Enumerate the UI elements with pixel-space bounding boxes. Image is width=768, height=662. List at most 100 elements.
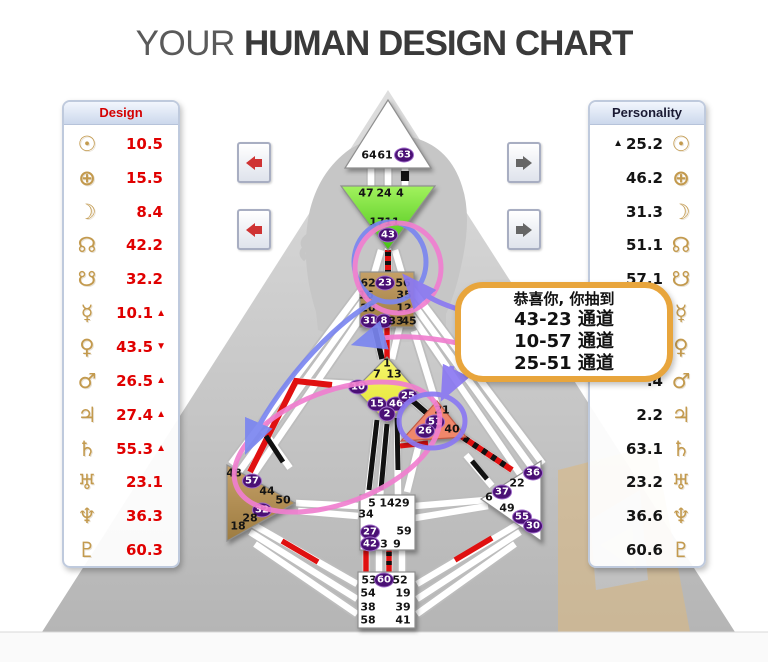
gate-62: 62 bbox=[360, 276, 376, 290]
channel-outlines bbox=[226, 166, 548, 619]
planet-row-north-node: ☊ 42.2 bbox=[64, 229, 178, 263]
gate-48: 48 bbox=[226, 466, 242, 480]
moon-icon: ☽ bbox=[671, 199, 691, 224]
solar-plexus-center bbox=[479, 459, 542, 543]
gate-3: 3 bbox=[380, 537, 388, 551]
design-arrow-button-1[interactable] bbox=[237, 142, 271, 183]
circle-10-57-pink bbox=[231, 379, 443, 515]
mercury-retrograde-mark: ▲ bbox=[156, 307, 166, 319]
callout-channel-2: 10-57 通道 bbox=[514, 331, 614, 352]
neptune-icon: ♆ bbox=[671, 504, 691, 529]
congrats-callout: 恭喜你, 你抽到 43-23 通道 10-57 通道 25-51 通道 bbox=[455, 282, 673, 382]
saturn-value: 55.3 bbox=[116, 439, 154, 458]
gate-24: 24 bbox=[376, 186, 392, 200]
title-prefix: YOUR bbox=[135, 24, 236, 63]
gate-10: 10 bbox=[348, 379, 368, 395]
gate-19: 19 bbox=[395, 586, 411, 600]
planet-row-pluto: ♇ 60.3 bbox=[64, 533, 178, 567]
venus-value: 43.5 bbox=[116, 337, 154, 356]
neptune-value: 36.3 bbox=[125, 507, 163, 526]
gate-42: 42 bbox=[360, 536, 380, 552]
gate-64: 64 bbox=[361, 148, 377, 162]
sun-icon: ☉ bbox=[77, 131, 97, 156]
gate-52: 52 bbox=[392, 573, 408, 587]
gate-23: 23 bbox=[375, 275, 395, 291]
gate-50: 50 bbox=[275, 493, 291, 507]
pluto-icon: ♇ bbox=[77, 538, 97, 563]
gate-33: 33 bbox=[388, 314, 404, 328]
planet-row-neptune: ♆ 36.3 bbox=[64, 499, 178, 533]
planet-row-earth: 46.2 ⊕ bbox=[590, 161, 704, 195]
head-center bbox=[343, 98, 433, 169]
planet-row-south-node: ☋ 32.2 bbox=[64, 262, 178, 296]
personality-arrow-button-1[interactable] bbox=[507, 142, 541, 183]
north-node-icon: ☊ bbox=[671, 233, 691, 258]
head-silhouette bbox=[305, 135, 467, 343]
earth-value: 46.2 bbox=[625, 168, 663, 187]
uranus-value: 23.2 bbox=[625, 473, 663, 492]
gate-30: 30 bbox=[523, 518, 543, 534]
gate-12: 12 bbox=[396, 301, 412, 315]
gate-60: 60 bbox=[374, 572, 394, 588]
planet-row-uranus: ♅ 23.1 bbox=[64, 465, 178, 499]
planet-row-moon: ☽ 8.4 bbox=[64, 195, 178, 229]
south-node-icon: ☋ bbox=[671, 267, 691, 292]
saturn-icon: ♄ bbox=[671, 436, 691, 461]
gate-26: 26 bbox=[415, 423, 435, 439]
gate-61: 61 bbox=[377, 148, 393, 162]
personality-panel-header: Personality bbox=[590, 102, 704, 125]
planet-row-mercury: ☿ 10.1 ▲ bbox=[64, 296, 178, 330]
mercury-value: 10.1 bbox=[116, 304, 154, 323]
arrow-to-spleen bbox=[245, 297, 379, 455]
planet-row-sun: ▲ 25.2 ☉ bbox=[590, 127, 704, 161]
moon-value: 8.4 bbox=[136, 202, 163, 221]
gate-36: 36 bbox=[523, 465, 543, 481]
venus-retrograde-mark: ▼ bbox=[156, 341, 166, 353]
gate-35: 35 bbox=[396, 288, 412, 302]
gate-56: 56 bbox=[395, 276, 411, 290]
title-main: HUMAN DESIGN CHART bbox=[243, 24, 633, 63]
ajna-center bbox=[339, 185, 437, 252]
planet-row-saturn: 63.1 ♄ bbox=[590, 432, 704, 466]
north-node-icon: ☊ bbox=[77, 233, 97, 258]
gate-2: 2 bbox=[378, 406, 396, 422]
planet-row-moon: 31.3 ☽ bbox=[590, 195, 704, 229]
earth-icon: ⊕ bbox=[672, 165, 690, 190]
face-profile bbox=[299, 233, 311, 262]
planet-row-sun: ☉ 10.5 bbox=[64, 127, 178, 161]
planet-row-earth: ⊕ 15.5 bbox=[64, 161, 178, 195]
design-arrow-button-2[interactable] bbox=[237, 209, 271, 250]
jupiter-value: 2.2 bbox=[636, 405, 663, 424]
personality-arrow-button-2[interactable] bbox=[507, 209, 541, 250]
gate-31: 31 bbox=[360, 313, 380, 329]
gate-45: 45 bbox=[401, 314, 417, 328]
gate-37: 37 bbox=[492, 484, 512, 500]
gate-13: 13 bbox=[386, 367, 402, 381]
mars-retrograde-mark: ▲ bbox=[156, 375, 166, 387]
sun-value: 25.2 bbox=[625, 134, 663, 153]
mars-value: 26.5 bbox=[116, 371, 154, 390]
planet-row-neptune: 36.6 ♆ bbox=[590, 499, 704, 533]
mars-icon: ♂ bbox=[77, 368, 97, 393]
callout-heading: 恭喜你, 你抽到 bbox=[513, 290, 615, 308]
jupiter-icon: ♃ bbox=[671, 402, 691, 427]
gate-63: 63 bbox=[394, 147, 414, 163]
gate-20: 20 bbox=[360, 301, 376, 315]
design-panel: Design ☉ 10.5 ⊕ 15.5 ☽ 8.4 ☊ 42.2 ☋ 32.2 ☿ 10.1 ▲ ♀ 43… bbox=[62, 100, 180, 568]
gate-25: 25 bbox=[398, 388, 418, 404]
circle-43-23-blue bbox=[351, 219, 429, 305]
gate-14: 14 bbox=[379, 496, 395, 510]
north-node-value: 42.2 bbox=[125, 236, 163, 255]
jupiter-retrograde-mark: ▲ bbox=[156, 409, 166, 421]
planet-row-pluto: 60.6 ♇ bbox=[590, 533, 704, 567]
jupiter-icon: ♃ bbox=[77, 402, 97, 427]
gate-58: 58 bbox=[360, 613, 376, 627]
gate-21: 21 bbox=[434, 403, 450, 417]
design-panel-header: Design bbox=[64, 102, 178, 125]
gate-16: 16 bbox=[358, 288, 374, 302]
saturn-icon: ♄ bbox=[77, 436, 97, 461]
gate-7: 7 bbox=[373, 367, 381, 381]
gate-28: 28 bbox=[242, 511, 258, 525]
callout-channel-3: 25-51 通道 bbox=[514, 353, 614, 374]
